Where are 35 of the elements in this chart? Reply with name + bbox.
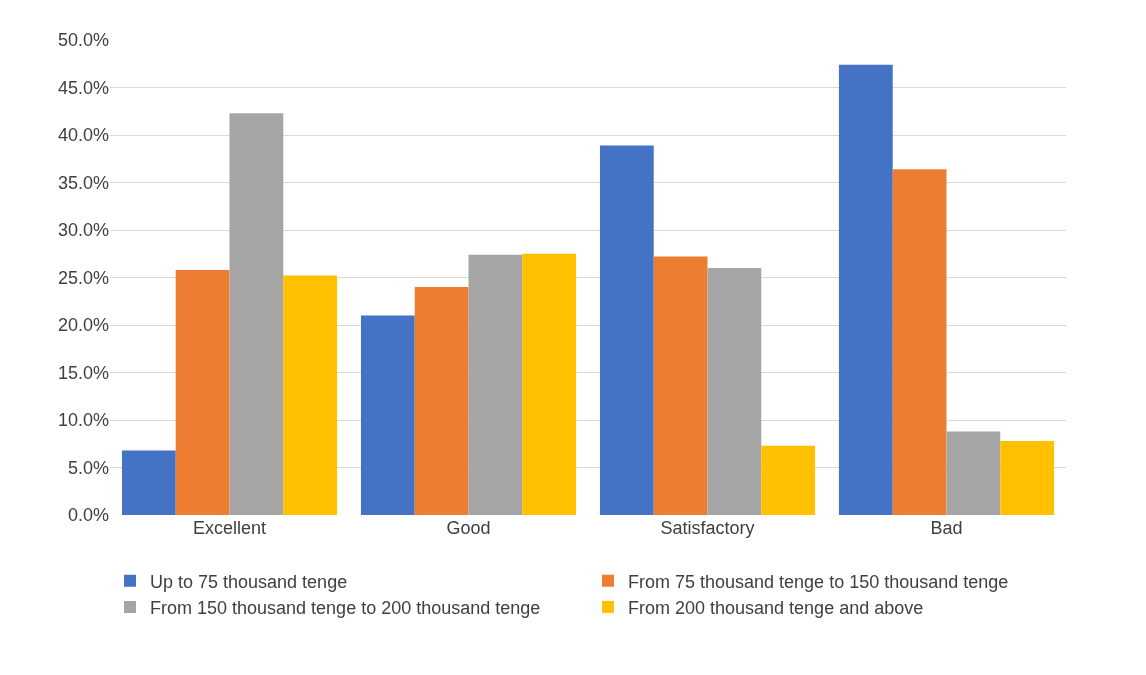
y-tick-label: 15.0% — [57, 362, 109, 383]
bar — [522, 253, 577, 515]
bar — [175, 269, 230, 515]
x-tick-label: Good — [446, 518, 491, 538]
legend-label: From 150 thousand tenge to 200 thousand tenge — [150, 598, 541, 619]
bar — [761, 445, 816, 515]
y-tick-label: 20.0% — [57, 315, 109, 336]
bar — [946, 431, 1001, 515]
bar — [360, 315, 415, 515]
y-tick-label: 35.0% — [57, 172, 109, 193]
y-tick-label: 10.0% — [57, 410, 109, 431]
bar — [414, 287, 469, 515]
x-tick-label: Bad — [930, 518, 963, 538]
bar — [121, 450, 176, 515]
bar — [599, 145, 654, 515]
x-tick-label: Excellent — [192, 518, 267, 538]
y-tick-label: 40.0% — [57, 125, 109, 146]
bar — [1000, 440, 1055, 515]
bar — [892, 169, 947, 515]
legend-label: Up to 75 thousand tenge — [150, 571, 348, 592]
y-tick-label: 50.0% — [57, 30, 109, 51]
y-tick-label: 30.0% — [57, 220, 109, 241]
bar — [229, 113, 284, 515]
y-tick-label: 25.0% — [57, 267, 109, 288]
bar — [838, 64, 893, 515]
bar — [653, 256, 708, 515]
legend-label: From 75 thousand tenge to 150 thousand tenge — [628, 571, 1009, 592]
y-tick-label: 0.0% — [67, 505, 109, 526]
y-tick-label: 5.0% — [67, 457, 109, 478]
bar — [707, 268, 762, 515]
bar — [283, 275, 338, 515]
legend-label: From 200 thousand tenge and above — [628, 598, 924, 619]
bar — [468, 254, 523, 515]
y-tick-label: 45.0% — [57, 77, 109, 98]
x-tick-label: Satisfactory — [660, 518, 755, 538]
